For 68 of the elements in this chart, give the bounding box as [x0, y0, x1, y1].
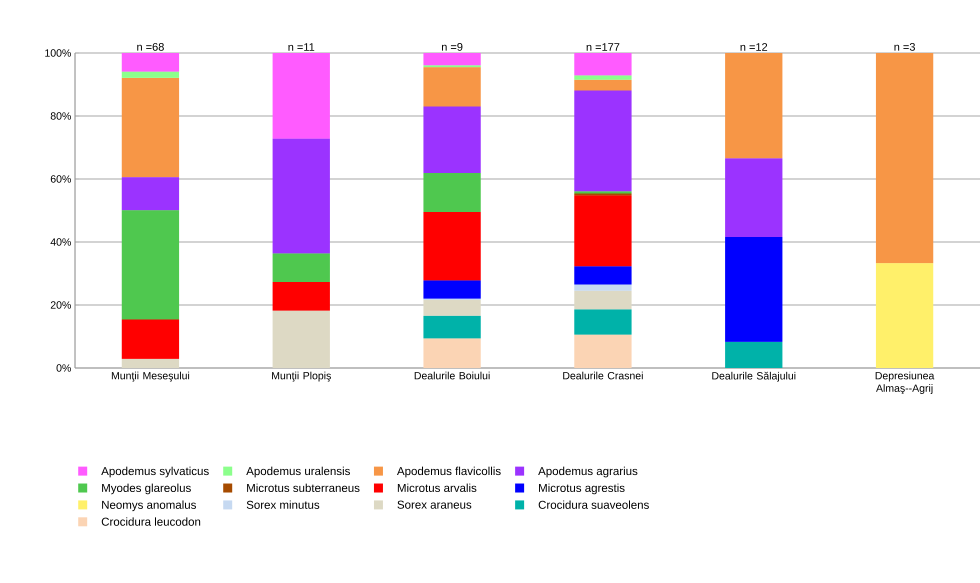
annotation: n =68 — [137, 42, 164, 51]
bar — [122, 72, 180, 78]
annotation: n =12 — [740, 43, 768, 51]
bar — [423, 212, 481, 280]
bar — [272, 310, 330, 368]
bar — [423, 280, 481, 299]
bar — [574, 284, 632, 291]
legend-label: Sorex araneus — [397, 500, 472, 509]
bar — [122, 78, 180, 178]
x-tick-label: Munţii Meseşului — [112, 372, 190, 382]
legend-label: Apodemus flavicollis — [396, 466, 501, 478]
bar — [423, 300, 481, 316]
legend-label: Microtus subterraneus — [247, 484, 360, 492]
legend-label: Myodes glareolus — [102, 484, 191, 494]
y-tick-label: 60% — [50, 175, 71, 183]
x-tick-label: Dealurile Boiului — [414, 372, 490, 380]
legend-label: Apodemus sylvaticus — [101, 466, 209, 478]
bar — [574, 52, 632, 76]
bar — [574, 75, 632, 80]
legend-label: Microtus agrestis — [539, 484, 625, 494]
annotation: n =11 — [288, 43, 314, 51]
bar — [423, 67, 481, 107]
bar — [423, 106, 481, 173]
bar — [725, 158, 782, 237]
bar — [574, 195, 632, 266]
legend-label: Neomys anomalus — [102, 500, 196, 512]
bar — [725, 236, 782, 342]
bar — [272, 253, 330, 282]
bar — [574, 266, 632, 285]
bar — [423, 52, 481, 66]
y-tick-label: 0% — [56, 364, 71, 372]
y-tick-label: 40% — [50, 238, 71, 246]
bar — [876, 263, 934, 368]
annotation: n =3 — [894, 42, 915, 51]
legend-label: Apodemus agrarius — [538, 466, 638, 478]
legend-label: Crocidura leucodon — [102, 517, 200, 526]
bar — [272, 138, 330, 254]
x-tick-label: Depresiunea Almaş--Agrij — [876, 372, 934, 394]
bar — [423, 316, 481, 338]
x-tick-label: Dealurile Sălajului — [712, 372, 796, 382]
legend-label: Sorex minutus — [246, 500, 320, 509]
bar — [574, 80, 632, 90]
bar — [876, 52, 934, 264]
bar — [574, 334, 632, 368]
bar — [725, 52, 782, 158]
legend-label: Apodemus uralensis — [246, 466, 350, 478]
annotation: n =9 — [442, 42, 462, 51]
bar — [423, 173, 481, 212]
y-tick-label: 80% — [50, 112, 71, 120]
bar — [122, 319, 180, 359]
bar — [122, 358, 180, 368]
legend-label: Crocidura suaveolens — [538, 500, 649, 509]
x-tick-label: Munţii Plopiş — [272, 372, 331, 382]
bar — [725, 342, 782, 368]
y-tick-label: 100% — [45, 49, 71, 57]
bar — [122, 177, 180, 210]
annotation: n =177 — [586, 43, 620, 51]
bar — [122, 210, 180, 320]
bar — [574, 290, 632, 310]
bar — [272, 282, 330, 311]
bar — [574, 309, 632, 335]
x-tick-label: Dealurile Crasnei — [563, 372, 643, 380]
bar — [122, 52, 180, 72]
bar — [423, 338, 481, 368]
y-tick-label: 20% — [50, 301, 71, 309]
legend-label: Microtus arvalis — [398, 484, 476, 492]
bar — [272, 52, 330, 139]
bar — [574, 90, 632, 192]
